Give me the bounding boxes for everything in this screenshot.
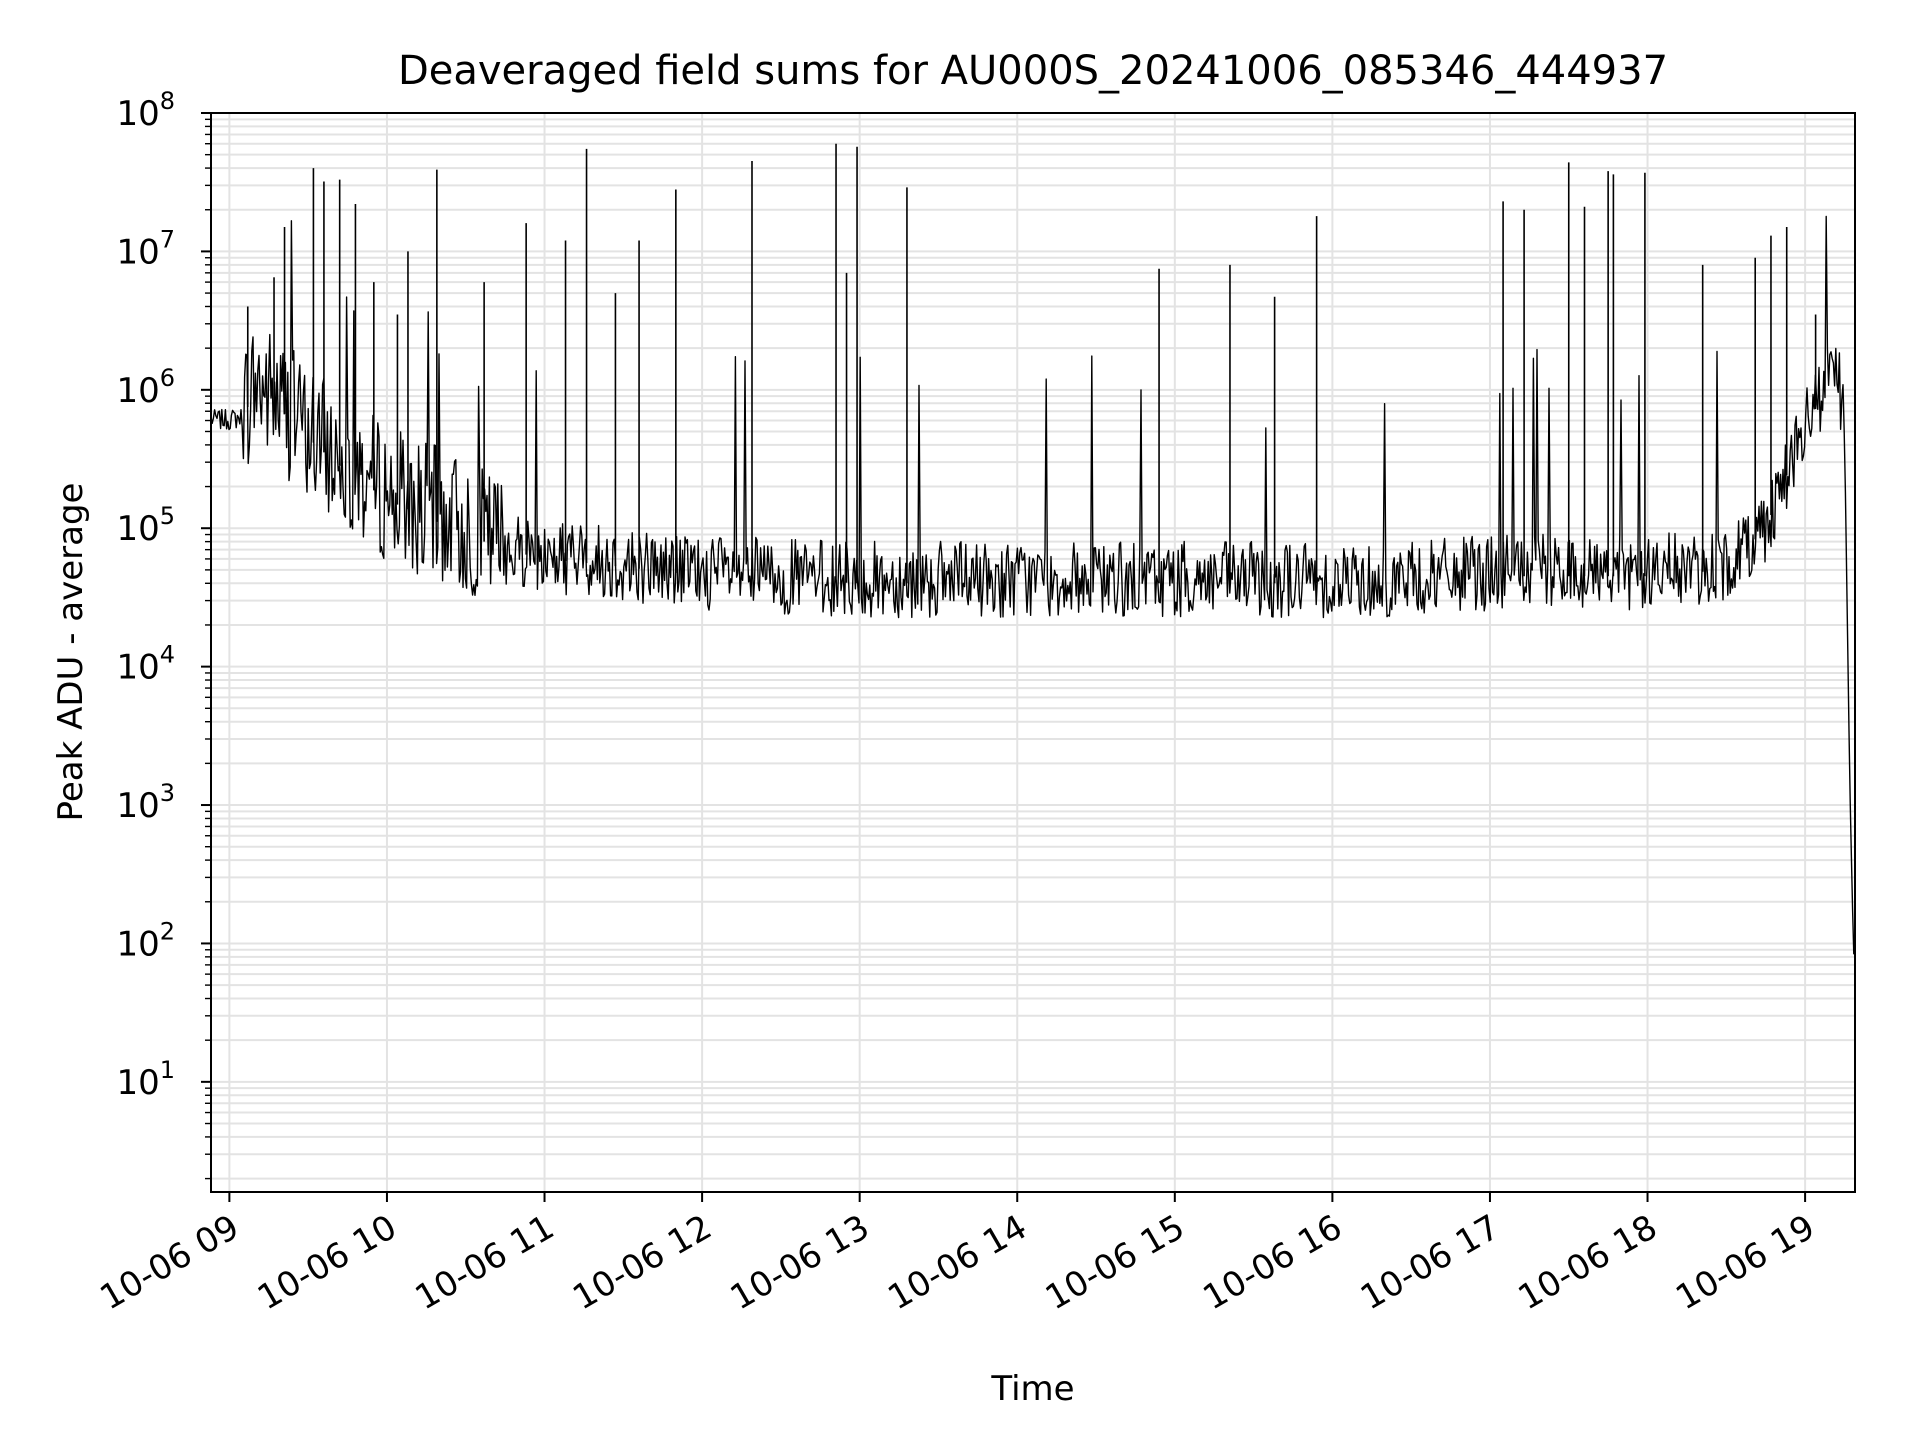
y-axis: 101 102 103 104 105 106 107 108 <box>116 87 211 1180</box>
y-tick-label: 106 <box>116 364 175 411</box>
spike-series <box>246 143 1817 584</box>
x-axis-label: Time <box>990 1369 1074 1409</box>
y-tick-label: 103 <box>116 779 175 826</box>
series-line <box>210 215 1855 955</box>
y-tick-label: 104 <box>116 641 175 688</box>
y-tick-label: 108 <box>116 87 175 134</box>
y-tick-label: 101 <box>116 1056 175 1103</box>
y-tick-label: 107 <box>116 225 175 272</box>
y-tick-label: 105 <box>116 502 175 549</box>
y-axis-label: Peak ADU - average <box>51 483 91 822</box>
plot-frame <box>210 112 1856 1193</box>
chart-title: Deaveraged field sums for AU000S_2024100… <box>398 48 1668 94</box>
y-tick-label: 102 <box>116 917 175 964</box>
